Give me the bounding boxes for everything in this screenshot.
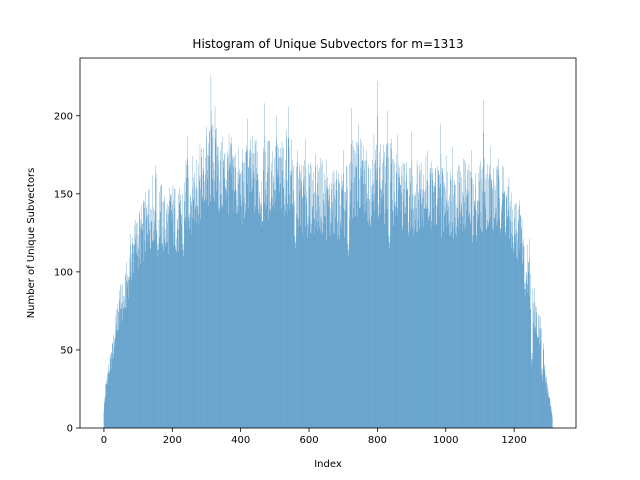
y-tick-label: 0: [67, 424, 73, 435]
y-tick-label: 200: [54, 111, 73, 122]
y-tick-label: 100: [54, 267, 73, 278]
y-tick-label: 50: [60, 345, 73, 356]
x-tick-label: 200: [163, 435, 182, 446]
bar-group: [103, 75, 553, 429]
x-tick-label: 1000: [433, 435, 458, 446]
y-axis-label: Number of Unique Subvectors: [26, 168, 37, 319]
x-tick-label: 400: [231, 435, 250, 446]
y-tick-label: 150: [54, 189, 73, 200]
x-axis-label: Index: [314, 459, 342, 470]
plot-frame: [79, 57, 577, 429]
chart-title: Histogram of Unique Subvectors for m=131…: [192, 37, 463, 51]
x-tick-label: 0: [101, 435, 107, 446]
x-tick-label: 800: [368, 435, 387, 446]
x-axis-ticks: 0 200 400 600 800 1000 1200: [101, 428, 527, 446]
y-axis-ticks: 0 50 100 150 200: [54, 111, 80, 435]
x-tick-label: 600: [299, 435, 318, 446]
x-tick-label: 1200: [501, 435, 526, 446]
